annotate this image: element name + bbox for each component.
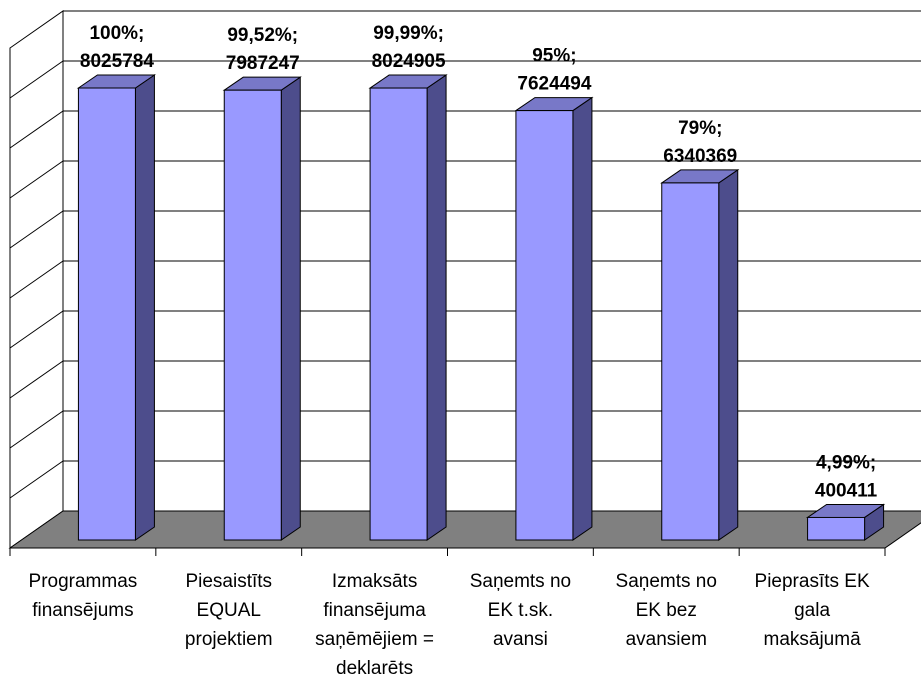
data-label-percent: 100%; [89, 23, 144, 44]
category-label: projektiem [185, 629, 273, 650]
gridline-side [9, 60, 64, 99]
bar-side [280, 76, 301, 541]
category-label: Programmas [29, 571, 138, 592]
gridline-side [9, 460, 64, 499]
category-label: avansi [493, 629, 548, 650]
category-label: Saņemts no [616, 571, 717, 592]
gridline-side [9, 210, 64, 249]
bar [661, 182, 720, 541]
bar [515, 110, 574, 541]
data-label-value: 7624494 [517, 74, 591, 95]
gridline-side [9, 260, 64, 299]
category-label: Piesaistīts [185, 571, 272, 592]
data-label-percent: 79%; [678, 118, 722, 139]
bar-side [134, 74, 155, 541]
data-label-percent: 99,52%; [227, 25, 298, 46]
category-label: EK bez [636, 600, 697, 621]
gridline-side [9, 160, 64, 199]
bar [369, 87, 428, 541]
category-label: Izmaksāts [332, 571, 418, 592]
gridline-side [9, 410, 64, 449]
data-label-percent: 95%; [532, 46, 576, 67]
data-label-value: 400411 [815, 480, 878, 501]
data-label-percent: 99,99%; [373, 23, 444, 44]
category-label: maksājumā [764, 629, 862, 650]
category-label: Saņemts no [470, 571, 571, 592]
bar [807, 516, 866, 541]
gridline-side [9, 310, 64, 349]
bar [223, 89, 282, 541]
bar-side [718, 168, 739, 541]
category-label: EQUAL [197, 600, 261, 621]
data-label-value: 7987247 [226, 53, 300, 74]
category-label: Pieprasīts EK [755, 571, 870, 592]
gridline-side [9, 360, 64, 399]
data-label-value: 8024905 [372, 51, 446, 72]
bar [77, 87, 136, 541]
category-label: EK t.sk. [488, 600, 553, 621]
category-label: deklarēts [336, 658, 413, 679]
category-label: saņēmējiem = [315, 629, 434, 650]
data-label-percent: 4,99%; [816, 452, 876, 473]
data-label-value: 8025784 [80, 51, 154, 72]
category-label: finansējums [32, 600, 133, 621]
category-label: gala [794, 600, 830, 621]
category-label: finansējuma [323, 600, 426, 621]
data-label-value: 6340369 [663, 146, 737, 167]
bar-side [572, 96, 593, 541]
gridline-side [9, 110, 64, 149]
bar-side [426, 74, 447, 541]
category-label: avansiem [626, 629, 707, 650]
